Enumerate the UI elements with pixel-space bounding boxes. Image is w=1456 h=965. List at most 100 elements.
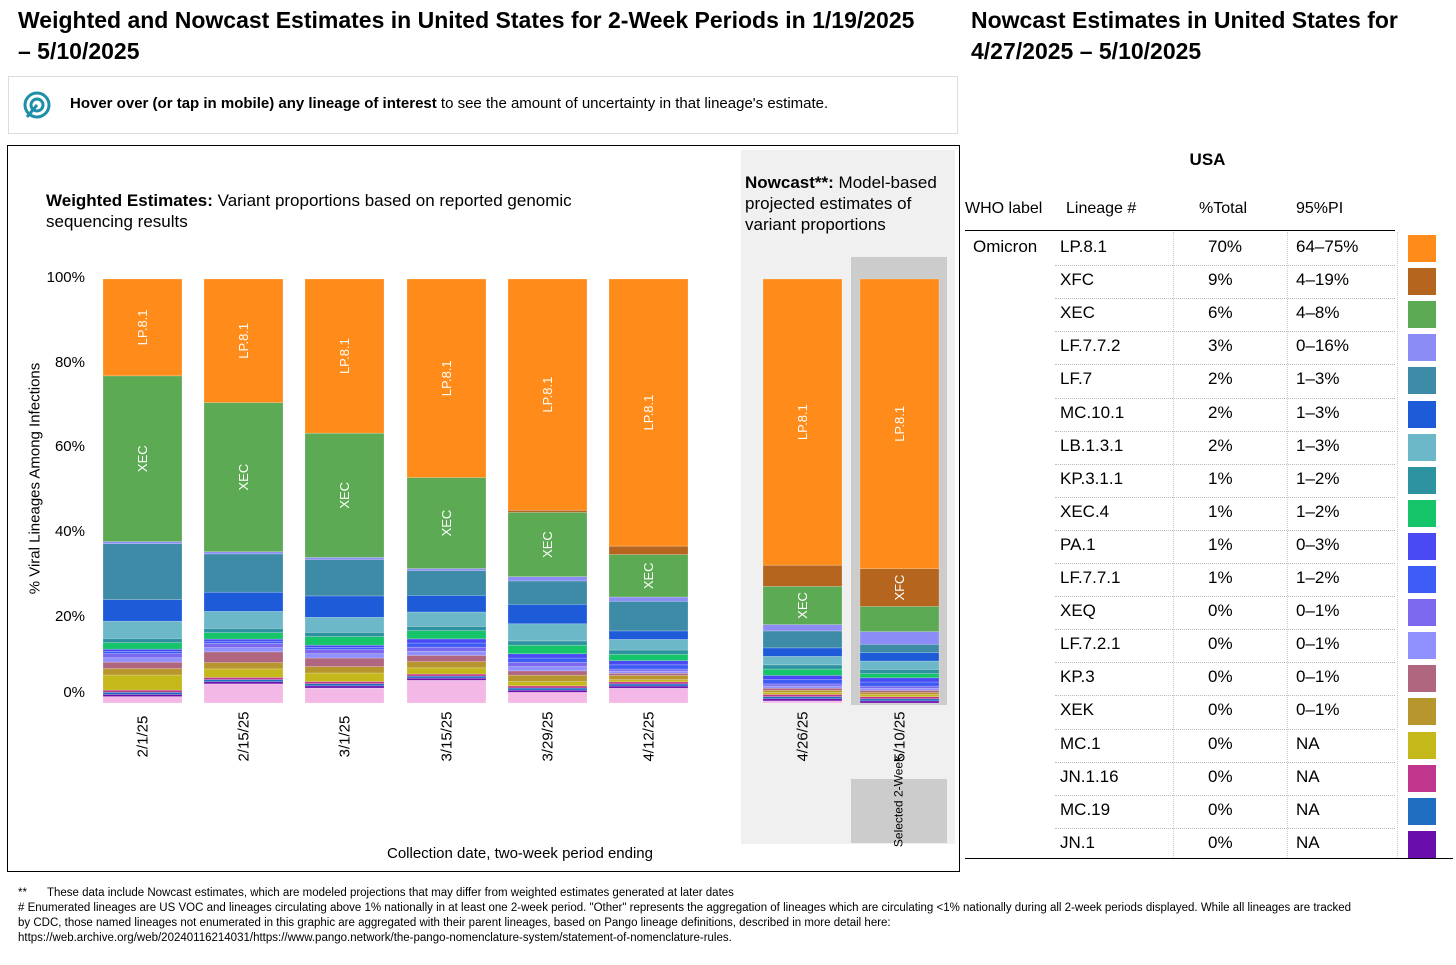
segment-LB.1.3.1-4/12/25[interactable] xyxy=(608,639,689,651)
segment-LP.8.1-3/29/25[interactable] xyxy=(507,278,588,511)
segment-LP.8.1-4/12/25[interactable] xyxy=(608,278,689,547)
row-pi-PA.1: 0–3% xyxy=(1296,534,1340,554)
bar-label-LP.8.1-4/26/25: LP.8.1 xyxy=(795,404,810,440)
weighted-heading: Weighted Estimates: Variant proportions … xyxy=(46,190,646,232)
swatch-XEQ[interactable] xyxy=(1408,599,1436,627)
swatch-MC.10.1[interactable] xyxy=(1408,400,1436,428)
segment-LF.7-2/15/25[interactable] xyxy=(203,553,284,593)
bar-4/26/25[interactable]: XEC LP.8.1 xyxy=(762,278,843,704)
selected-period-label-box[interactable]: Selected 2-Week xyxy=(851,756,947,847)
segment-XEC-5/10/25[interactable] xyxy=(859,606,940,632)
row-pi-XEC.4: 1–2% xyxy=(1296,501,1340,521)
segment-KP.3-2/1/25[interactable] xyxy=(102,661,183,669)
segment-LF.7-3/15/25[interactable] xyxy=(406,570,487,596)
segment-XEC-3/15/25[interactable] xyxy=(406,477,487,569)
col-who-label: WHO label xyxy=(965,200,1043,217)
segment-LP.8.1-4/26/25[interactable] xyxy=(762,278,843,566)
table-bottom-rule xyxy=(965,858,1453,859)
segment-LF.7-2/1/25[interactable] xyxy=(102,543,183,600)
swatch-JN.1[interactable] xyxy=(1408,830,1436,858)
swatch-LB.1.3.1[interactable] xyxy=(1408,433,1436,461)
stacked-bar-chart[interactable]: XEC LP.8.1 XEC LP.8.1 XEC LP.8.1 XEC LP.8.1 XEC L… xyxy=(0,0,960,720)
segment-JN.1.16-2/15/25[interactable] xyxy=(203,677,284,680)
row-lineage-LF.7.2.1: LF.7.2.1 xyxy=(1060,634,1121,654)
bar-label-LP.8.1-3/29/25: LP.8.1 xyxy=(540,377,555,413)
segment-XEC-2/1/25[interactable] xyxy=(102,375,183,542)
bar-3/15/25[interactable]: XEC LP.8.1 xyxy=(406,278,487,704)
row-separator xyxy=(1055,364,1395,366)
row-lineage-LF.7: LF.7 xyxy=(1060,369,1093,389)
row-separator xyxy=(1055,662,1395,664)
row-lineage-MC.10.1: MC.10.1 xyxy=(1060,402,1125,422)
swatch-PA.1[interactable] xyxy=(1408,532,1436,560)
swatch-XFC[interactable] xyxy=(1408,268,1436,296)
hover-instruction-rest: to see the amount of uncertainty in that… xyxy=(436,95,829,112)
segment-LP.8.1-3/15/25[interactable] xyxy=(406,278,487,478)
row-pi-LF.7.7.1: 1–2% xyxy=(1296,568,1340,587)
segment-MC.10.1-2/15/25[interactable] xyxy=(203,591,284,612)
row-total-XFC: 9% xyxy=(1208,270,1233,290)
swatch-XEK[interactable] xyxy=(1408,698,1436,726)
segment-XEQ-5/10/25[interactable] xyxy=(859,685,940,689)
y-tick-100: 100% xyxy=(46,269,85,286)
segment-MC.19-5/10/25[interactable] xyxy=(859,698,940,702)
row-lineage-XEC.4: XEC.4 xyxy=(1060,501,1110,521)
row-separator xyxy=(1055,695,1395,697)
segment-XFC-5/10/25[interactable] xyxy=(859,568,940,607)
row-lineage-PA.1: PA.1 xyxy=(1060,534,1096,554)
segment-LP.8.1-2/1/25[interactable] xyxy=(102,278,183,377)
segment-XEC-4/26/25[interactable] xyxy=(762,586,843,625)
swatch-LP.8.1[interactable] xyxy=(1408,235,1436,262)
swatch-MC.1[interactable] xyxy=(1408,731,1436,759)
row-pi-LF.7: 1–3% xyxy=(1296,369,1340,389)
row-total-MC.10.1: 2% xyxy=(1208,402,1233,422)
row-separator xyxy=(1055,827,1395,829)
left-title: Weighted and Nowcast Estimates in United… xyxy=(18,7,915,64)
segment-LP.8.1-2/15/25[interactable] xyxy=(203,278,284,403)
row-total-JN.1.16: 0% xyxy=(1208,766,1233,786)
swatch-LF.7.7.2[interactable] xyxy=(1408,334,1436,362)
row-pi-XFC: 4–19% xyxy=(1296,270,1349,290)
segment-XEK-4/26/25[interactable] xyxy=(762,689,843,693)
segment-XFC-3/29/25[interactable] xyxy=(507,509,588,513)
nowcast-heading-rest: Model-based projected estimates of varia… xyxy=(745,173,937,234)
bar-2/1/25[interactable]: XEC LP.8.1 xyxy=(102,278,183,704)
table-header-rule xyxy=(965,230,1395,231)
swatch-XEC.4[interactable] xyxy=(1408,499,1436,527)
swatch-XEC[interactable] xyxy=(1408,301,1436,329)
segment-LF.7-3/1/25[interactable] xyxy=(304,559,385,597)
segment-LF.7-4/12/25[interactable] xyxy=(608,600,689,632)
bar-4/12/25[interactable]: XEC LP.8.1 xyxy=(608,278,689,704)
bar-2/15/25[interactable]: XEC LP.8.1 xyxy=(203,278,284,704)
segment-XEC-3/29/25[interactable] xyxy=(507,512,588,577)
footnote-nowcast-text: These data include Nowcast estimates, wh… xyxy=(46,887,734,899)
segment-LP.8.1-3/1/25[interactable] xyxy=(304,278,385,434)
swatch-MC.19[interactable] xyxy=(1408,797,1436,825)
bar-3/1/25[interactable]: XEC LP.8.1 xyxy=(304,278,385,704)
row-pi-JN.1.16: NA xyxy=(1296,766,1320,786)
bar-5/10/25[interactable]: XFC LP.8.1 xyxy=(859,278,940,704)
bar-label-LP.8.1-4/12/25: LP.8.1 xyxy=(641,395,656,431)
nowcast-heading-bold: Nowcast**: xyxy=(745,173,834,192)
swatch-LF.7.2.1[interactable] xyxy=(1408,632,1436,660)
row-total-XEC: 6% xyxy=(1208,303,1233,323)
swatch-KP.3[interactable] xyxy=(1408,665,1436,693)
segment-XEC-3/1/25[interactable] xyxy=(304,432,385,558)
segment-LF.7.7.1-4/12/25[interactable] xyxy=(608,664,689,670)
row-lineage-LP.8.1: LP.8.1 xyxy=(1060,237,1107,256)
swatch-LF.7.7.1[interactable] xyxy=(1408,566,1436,593)
footnote-link[interactable]: https://web.archive.org/web/202401162140… xyxy=(18,932,732,944)
swatch-KP.3.1.1[interactable] xyxy=(1408,466,1436,494)
swatch-JN.1.16[interactable] xyxy=(1408,764,1436,792)
bar-label-XFC-5/10/25: XFC xyxy=(892,575,907,601)
segment-LP.8.1-5/10/25[interactable] xyxy=(859,278,940,569)
swatch-LF.7[interactable] xyxy=(1408,367,1436,395)
bar-3/29/25[interactable]: XEC LP.8.1 xyxy=(507,278,588,704)
row-total-JN.1: 0% xyxy=(1208,832,1233,852)
segment-LB.1.3.1-3/29/25[interactable] xyxy=(507,623,588,642)
footnote-nowcast-mark: ** xyxy=(18,887,27,899)
segment-KP.3.1.1-4/26/25[interactable] xyxy=(762,664,843,670)
segment-XEC.4-5/10/25[interactable] xyxy=(859,673,940,679)
segment-XEC-2/15/25[interactable] xyxy=(203,402,284,553)
hover-instruction: Hover over (or tap in mobile) any lineag… xyxy=(70,95,828,112)
